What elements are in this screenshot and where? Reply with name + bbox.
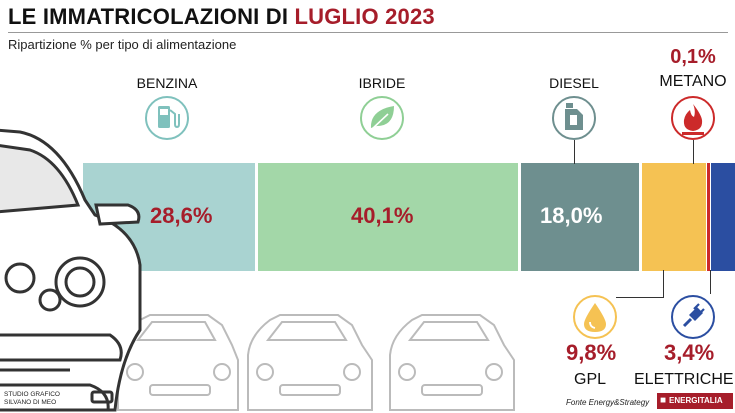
bar-segment-ibride — [258, 163, 518, 271]
plug-icon — [671, 295, 715, 339]
chart-subtitle: Ripartizione % per tipo di alimentazione — [8, 37, 237, 52]
data-label-metano: 0,1% — [670, 46, 716, 68]
car-outline-small-2 — [247, 314, 373, 411]
bar-segment-metano — [707, 163, 710, 271]
leader-line-gpl — [663, 270, 664, 298]
leader-line-elettriche — [710, 270, 711, 294]
fuel-pump-icon — [145, 96, 189, 140]
data-label-benzina: 28,6% — [150, 203, 213, 228]
leader-line-diesel — [574, 140, 575, 164]
source-note: Fonte Energy&Strategy — [566, 398, 650, 407]
car-outline-small-1 — [117, 314, 239, 411]
credit-line-1: STUDIO GRAFICO — [4, 391, 60, 398]
title-prefix: LE IMMATRICOLAZIONI DI — [8, 4, 295, 29]
bar-segment-gpl — [642, 163, 706, 271]
category-label-benzina: BENZINA — [136, 75, 198, 91]
brand-logo: ■ ENERGITALIA — [657, 393, 733, 409]
data-label-diesel: 18,0% — [540, 203, 603, 228]
car-illustration-large — [0, 128, 142, 412]
car-outline-small-3 — [389, 314, 515, 411]
leader-line-gpl-h — [616, 297, 663, 298]
credit-line-2: SILVANO DI MEO — [4, 399, 57, 406]
category-label-metano: METANO — [659, 73, 727, 90]
drop-icon — [573, 295, 617, 339]
data-label-gpl: 9,8% — [566, 340, 617, 365]
title-divider — [8, 32, 728, 33]
category-label-elettriche: ELETTRICHE — [634, 371, 734, 388]
bar-segment-elettriche — [711, 163, 735, 271]
credit: STUDIO GRAFICO SILVANO DI MEO — [4, 391, 60, 407]
title-accent: LUGLIO 2023 — [294, 4, 435, 29]
category-label-gpl: GPL — [574, 371, 607, 388]
brand-mark-icon: ■ — [660, 395, 667, 406]
data-label-ibride: 40,1% — [351, 203, 414, 228]
leader-line-metano — [693, 140, 694, 164]
category-label-diesel: DIESEL — [549, 75, 599, 91]
oil-canister-icon — [552, 96, 596, 140]
category-label-ibride: IBRIDE — [358, 75, 406, 91]
data-label-elettriche: 3,4% — [664, 340, 715, 365]
flame-icon — [671, 96, 715, 140]
leaf-icon — [360, 96, 404, 140]
chart-title: LE IMMATRICOLAZIONI DI LUGLIO 2023 — [8, 4, 435, 30]
bar-segment-diesel — [521, 163, 639, 271]
brand-name: ENERGITALIA — [669, 396, 723, 405]
